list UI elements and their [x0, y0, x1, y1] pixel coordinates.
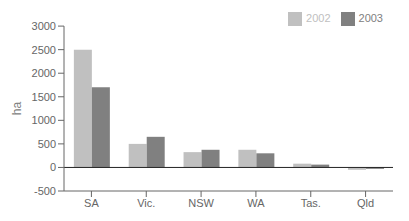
svg-text:2000: 2000: [32, 67, 56, 79]
svg-text:Tas.: Tas.: [301, 197, 321, 209]
svg-text:NSW: NSW: [188, 197, 214, 209]
html-text:2003: 2003: [358, 12, 383, 24]
html-text:2002: 2002: [306, 12, 331, 24]
svg-text:3000: 3000: [32, 20, 56, 32]
svg-text:2500: 2500: [32, 44, 56, 56]
svg-text:0: 0: [50, 161, 56, 173]
svg-text:ha: ha: [10, 102, 24, 116]
svg-text:500: 500: [38, 138, 56, 150]
svg-text:SA: SA: [84, 197, 99, 209]
svg-text:Qld: Qld: [357, 197, 374, 209]
svg-text:Vic.: Vic.: [137, 197, 155, 209]
svg-text:-500: -500: [34, 185, 56, 197]
svg-text:WA: WA: [247, 197, 265, 209]
svg-text:1000: 1000: [32, 114, 56, 126]
svg-text:1500: 1500: [32, 91, 56, 103]
